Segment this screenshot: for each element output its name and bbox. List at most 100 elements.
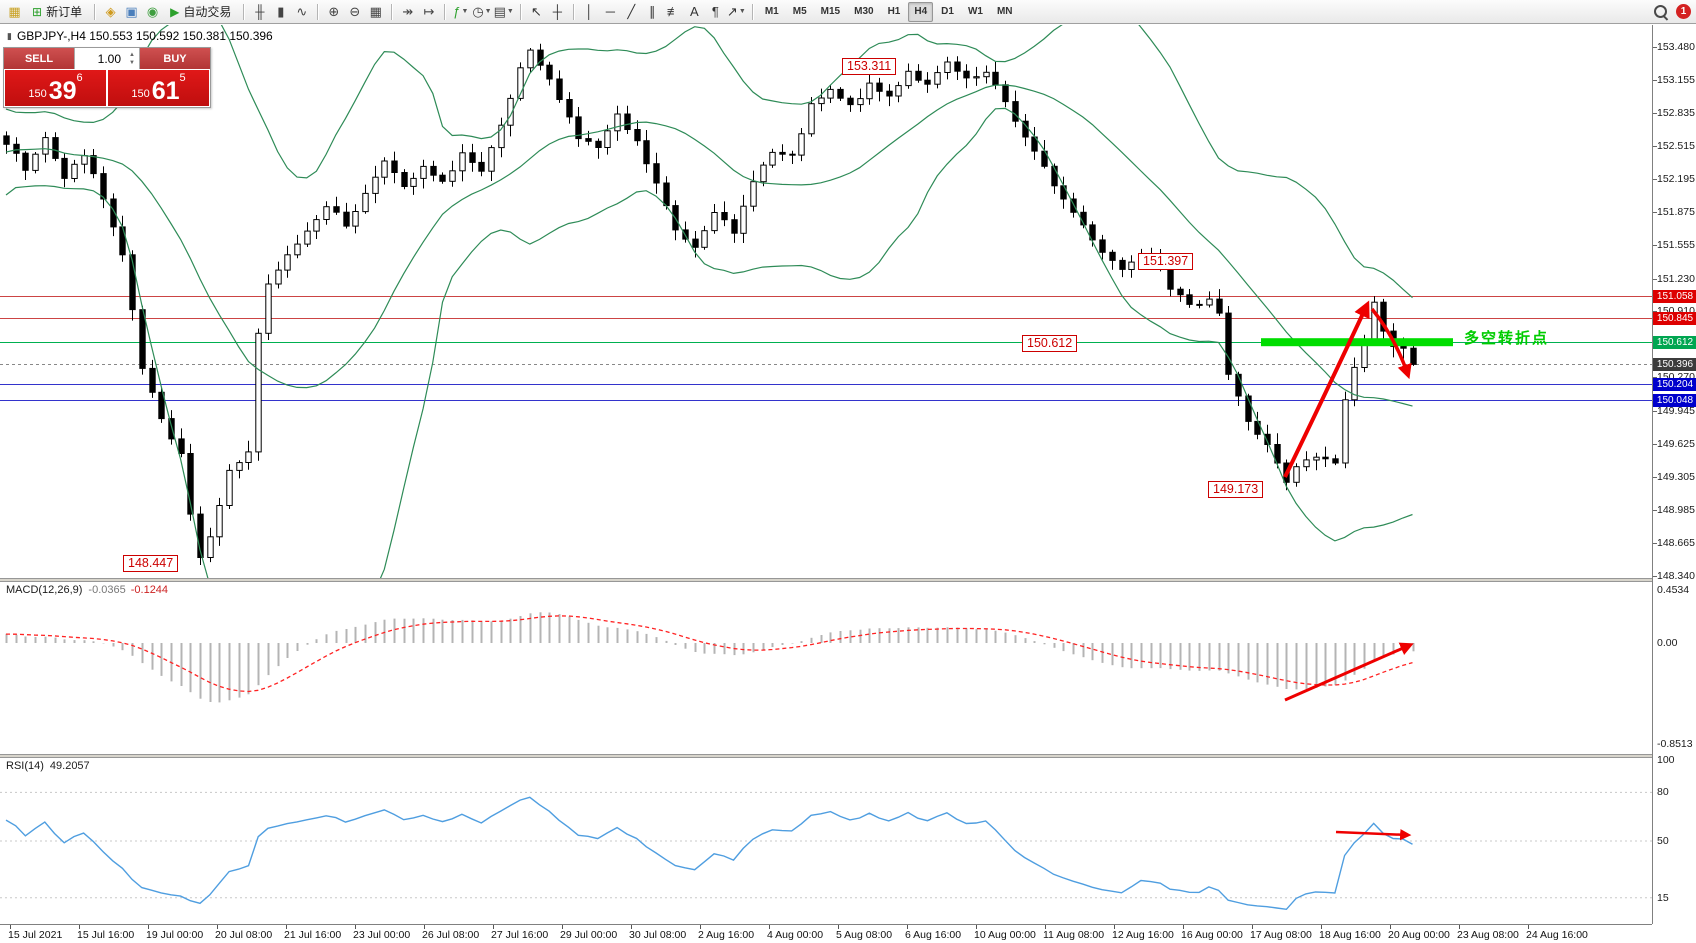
price-tag: 150.396 [1653, 358, 1696, 371]
chevron-down-icon: ▼ [738, 7, 746, 15]
timeframe-h1[interactable]: H1 [887, 5, 901, 17]
fibonacci-icon[interactable]: ≢ [666, 3, 680, 19]
time-tickmark [700, 925, 701, 929]
strategy-tester-icon[interactable]: ◉ [146, 3, 159, 19]
trendline-icon[interactable]: ╱ [627, 3, 636, 19]
channel-icon[interactable]: ∥ [649, 3, 656, 19]
macd-axis-label: 0.00 [1657, 637, 1678, 649]
timeframe-m1[interactable]: M1 [764, 5, 779, 17]
tile-windows-icon[interactable]: ▦ [369, 3, 382, 19]
toolbar-separator [391, 3, 393, 20]
time-tick-label: 2 Aug 16:00 [698, 929, 755, 941]
vertical-line-icon[interactable]: │ [585, 3, 594, 19]
scale-tickmark [1653, 47, 1657, 48]
zoom-in-icon[interactable]: ⊕ [328, 3, 340, 19]
panel-splitter[interactable] [0, 754, 1696, 758]
time-tickmark [1252, 925, 1253, 929]
bar-chart-icon[interactable]: ╫ [255, 3, 265, 19]
new-order-button[interactable]: ⊞ 新订单 [26, 2, 88, 22]
cursor-icon[interactable]: ↖ [530, 3, 542, 19]
time-tick-label: 27 Jul 16:00 [491, 929, 549, 941]
price-annotation[interactable]: 149.173 [1208, 481, 1264, 498]
timeframe-m15[interactable]: M15 [820, 5, 841, 17]
autotrading-button[interactable]: ▶ 自动交易 [164, 2, 237, 22]
market-watch-icon[interactable]: ◈ [105, 3, 116, 19]
timeframe-m30[interactable]: M30 [854, 5, 874, 17]
horizontal-line-icon[interactable]: ─ [605, 3, 615, 19]
rsi-axis-label: 100 [1657, 754, 1675, 766]
macd-canvas[interactable] [0, 582, 1652, 754]
timeframe-h4[interactable]: H4 [908, 1, 934, 22]
timeframe-d1[interactable]: D1 [941, 5, 954, 17]
price-annotation[interactable]: 148.447 [123, 555, 179, 572]
chevron-down-icon: ▼ [506, 7, 514, 15]
macd-axis-label: 0.4534 [1657, 584, 1690, 596]
crosshair-icon[interactable]: ┼ [552, 3, 562, 19]
turning-point-note[interactable]: 多空转折点 [1464, 330, 1550, 347]
time-tickmark [1321, 925, 1322, 929]
notification-badge[interactable]: 1 [1676, 4, 1691, 19]
auto-scroll-icon[interactable]: ↠ [402, 3, 414, 19]
new-order-icon: ⊞ [32, 4, 43, 19]
chevron-down-icon: ▼ [461, 7, 469, 15]
timeframe-m5[interactable]: M5 [792, 5, 807, 17]
time-tickmark [907, 925, 908, 929]
price-scale[interactable]: 153.480 153.155 152.835 152.515 152.195 151.8… [1652, 25, 1696, 924]
time-tickmark [493, 925, 494, 929]
autotrading-button-label: 自动交易 [183, 5, 232, 19]
zoom-out-icon[interactable]: ⊖ [349, 3, 361, 19]
periods-icon[interactable]: ◷ ▼ [472, 2, 491, 22]
text-icon[interactable]: A [690, 3, 699, 19]
time-tick-label: 5 Aug 08:00 [836, 929, 893, 941]
time-tick-label: 16 Aug 00:00 [1181, 929, 1243, 941]
time-tickmark [1045, 925, 1046, 929]
toolbar-separator [751, 3, 753, 20]
time-tickmark [217, 925, 218, 929]
time-tickmark [976, 925, 977, 929]
main-chart-canvas[interactable] [0, 25, 1652, 578]
price-annotation[interactable]: 153.311 [842, 58, 897, 75]
time-tick-label: 10 Aug 00:00 [974, 929, 1036, 941]
price-tick-label: 151.555 [1657, 239, 1695, 251]
volume-input[interactable] [75, 50, 123, 67]
toolbar-separator [444, 3, 446, 20]
candles [3, 43, 1417, 565]
buy-tab[interactable]: BUY [140, 48, 210, 69]
rsi-canvas[interactable] [0, 758, 1652, 924]
time-tick-label: 15 Jul 16:00 [77, 929, 135, 941]
scale-tickmark [1653, 245, 1657, 246]
chart-shift-icon[interactable]: ↦ [423, 3, 435, 19]
price-tick-label: 148.340 [1657, 570, 1695, 582]
scale-tickmark [1653, 477, 1657, 478]
volume-spinner[interactable]: ▲ ▼ [129, 51, 135, 66]
new-order-button-label: 新订单 [46, 5, 83, 19]
volume-box: ▲▼ [74, 48, 140, 69]
sell-button[interactable]: 150 39 6 [5, 70, 106, 106]
text-label-icon[interactable]: ¶ [711, 3, 719, 19]
profiles-icon[interactable]: ▣ [125, 3, 138, 19]
timeframe-w1[interactable]: W1 [967, 5, 983, 17]
line-chart-icon[interactable]: ∿ [296, 3, 308, 19]
time-tickmark [79, 925, 80, 929]
panel-splitter[interactable] [0, 578, 1696, 582]
price-annotation[interactable]: 151.397 [1138, 253, 1194, 270]
sell-tab[interactable]: SELL [4, 48, 74, 69]
time-axis[interactable]: 15 Jul 2021 15 Jul 16:00 19 Jul 00:00 20 Ju… [0, 924, 1652, 943]
scale-tickmark [1653, 510, 1657, 511]
search-icon[interactable] [1654, 5, 1667, 18]
buy-button[interactable]: 150 61 5 [108, 70, 209, 106]
time-tick-label: 4 Aug 00:00 [767, 929, 824, 941]
timeframe-mn[interactable]: MN [996, 5, 1013, 17]
time-tick-label: 17 Aug 08:00 [1250, 929, 1312, 941]
indicators-add-icon[interactable]: ƒ ▼ [451, 2, 470, 22]
macd-label: MACD(12,26,9) -0.0365 -0.1244 [6, 584, 169, 596]
price-annotation[interactable]: 150.612 [1022, 335, 1078, 352]
templates-icon[interactable]: ▤ ▼ [494, 2, 514, 22]
time-tick-label: 19 Jul 00:00 [146, 929, 204, 941]
arrows-tool-icon[interactable]: ↗ ▼ [727, 2, 746, 22]
price-tick-label: 152.835 [1657, 107, 1695, 119]
price-tag: 150.204 [1653, 378, 1696, 391]
toolbar-right-cluster: 1 [1654, 4, 1691, 19]
toolbar-separator [519, 3, 521, 20]
candlestick-chart-icon[interactable]: ▮ [277, 3, 285, 19]
